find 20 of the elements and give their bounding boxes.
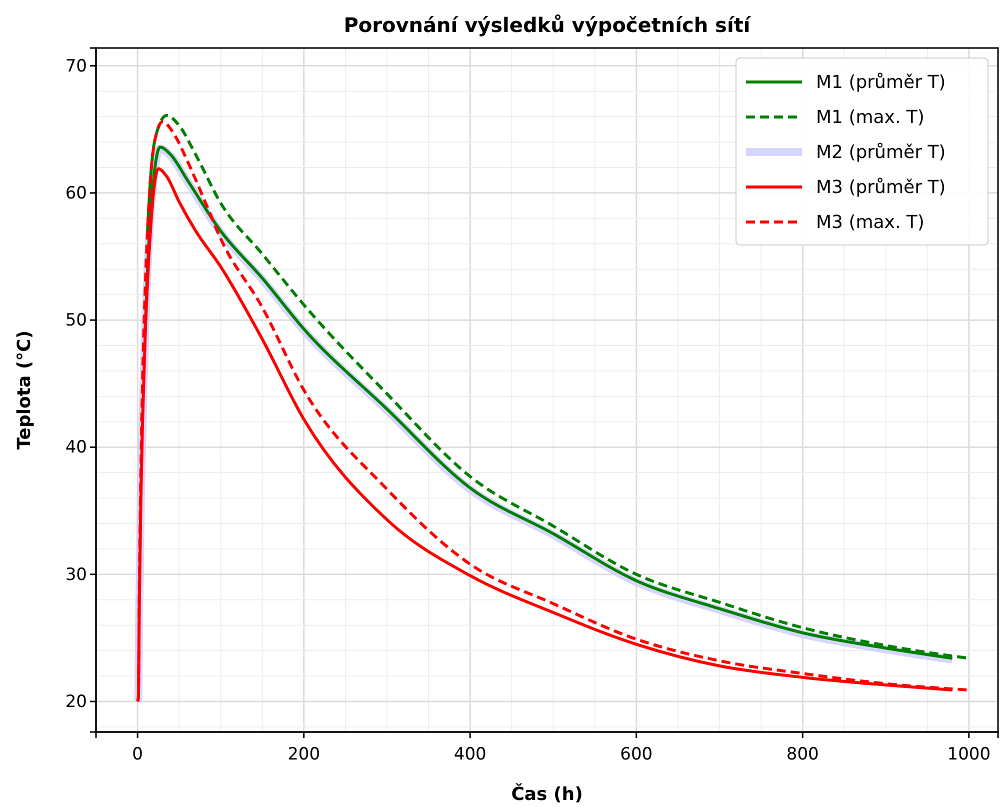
x-axis-title: Čas (h) — [511, 783, 583, 805]
y-tick-label: 20 — [65, 692, 87, 712]
y-tick-label: 50 — [65, 310, 87, 331]
legend-label: M3 (průměr T) — [816, 177, 946, 198]
y-tick-label: 60 — [65, 183, 87, 204]
y-tick-label: 40 — [65, 438, 87, 458]
x-tick-label: 400 — [454, 744, 486, 765]
x-tick-label: 1000 — [947, 744, 991, 765]
x-tick-label: 0 — [132, 744, 143, 765]
legend-label: M1 (max. T) — [816, 107, 924, 128]
x-tick-label: 200 — [288, 744, 320, 765]
x-tick-label: 600 — [620, 744, 653, 765]
chart-title: Porovnání výsledků výpočetních sítí — [344, 13, 752, 37]
x-tick-label: 800 — [786, 744, 819, 765]
y-tick-label: 70 — [65, 56, 87, 76]
legend-label: M1 (průměr T) — [816, 72, 946, 93]
y-tick-label: 30 — [65, 564, 87, 585]
legend-label: M3 (max. T) — [816, 212, 924, 233]
legend-label: M2 (průměr T) — [816, 142, 946, 163]
y-axis-title: Teplota (°C) — [14, 330, 35, 450]
